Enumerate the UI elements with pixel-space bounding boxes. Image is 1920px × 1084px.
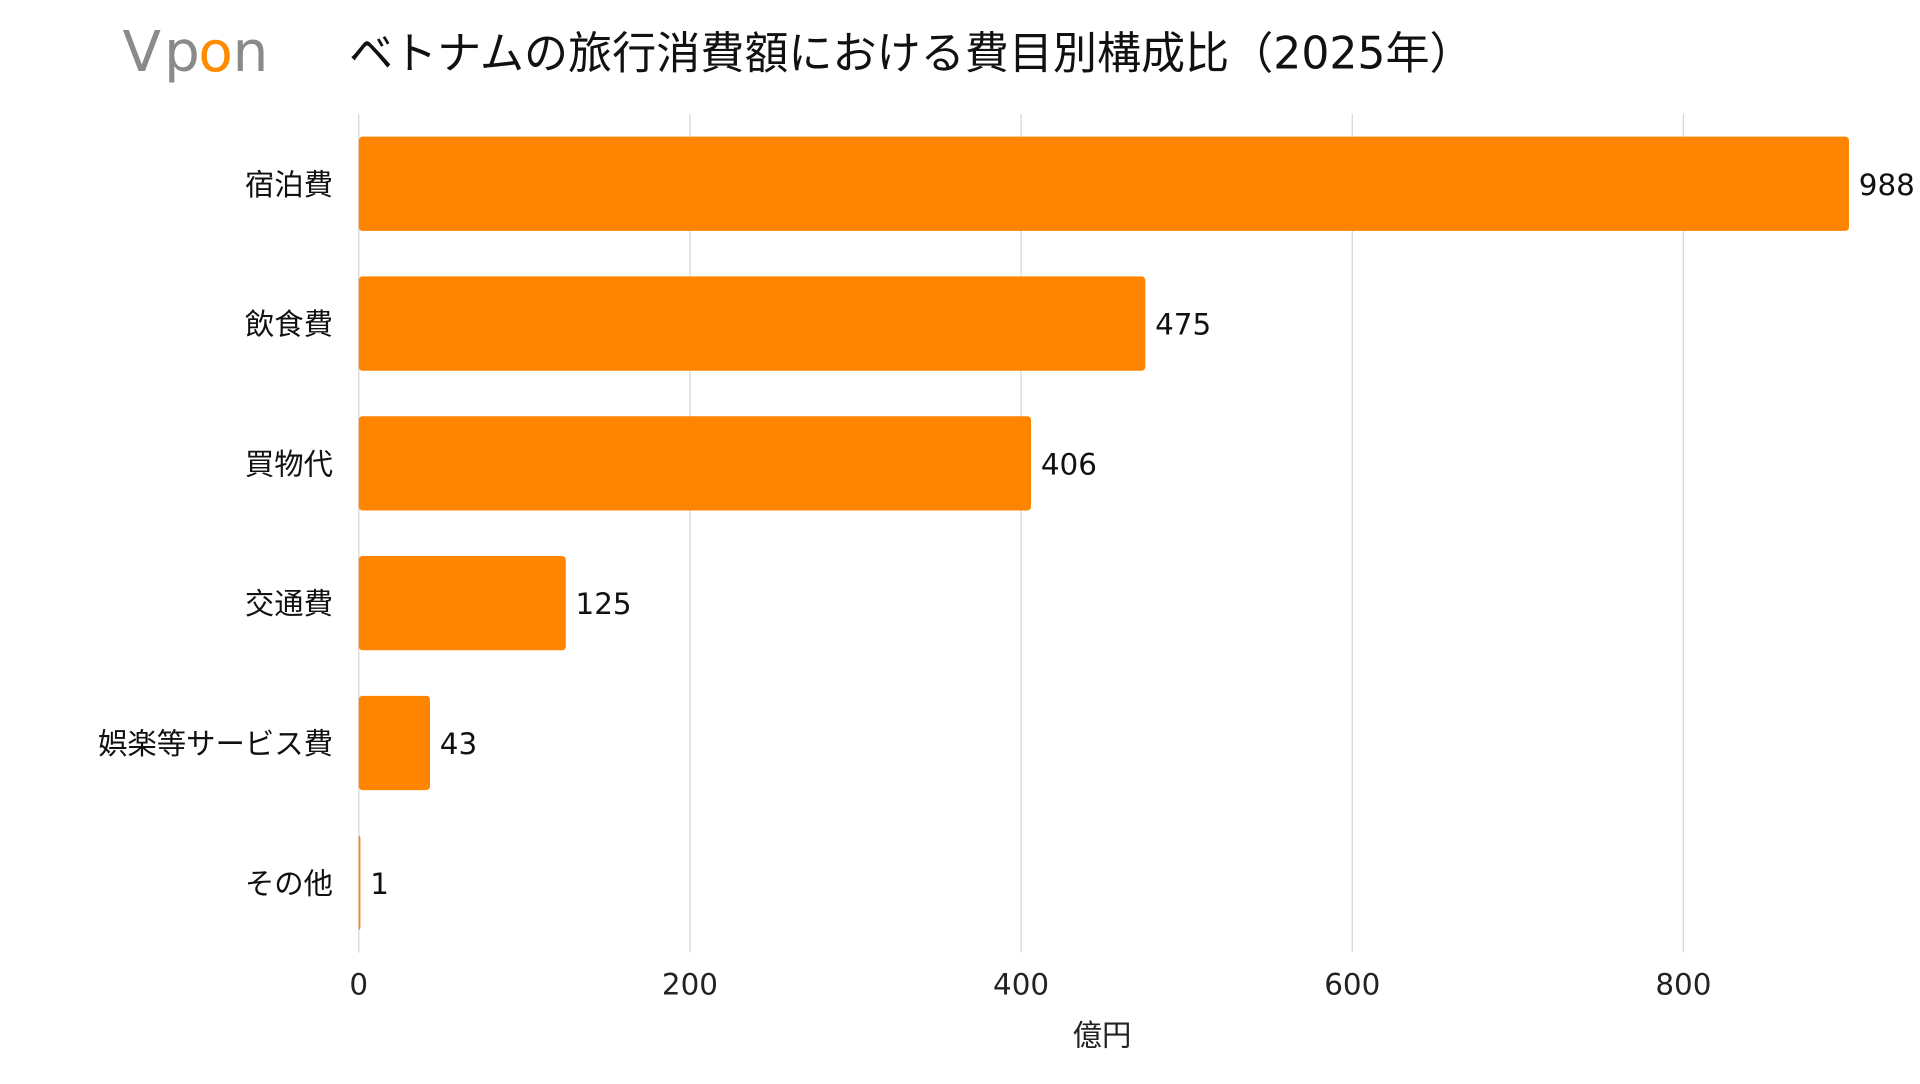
x-tick-label: 600: [1324, 967, 1380, 1001]
bar: [358, 416, 1032, 511]
data-label: 988: [1859, 168, 1915, 202]
vpon-logo: V p o n: [122, 20, 268, 85]
data-label: 406: [1041, 447, 1097, 481]
data-label: 475: [1155, 308, 1211, 342]
bar: [358, 276, 1146, 371]
bar: [358, 835, 361, 930]
gridlines: [358, 113, 1685, 953]
x-tick-label: 400: [993, 967, 1049, 1001]
data-label: 125: [576, 587, 632, 621]
bars: 宿泊費 988 飲食費 475 買物代 406 交通費 125 娯楽等サービス費 43 その他 1: [98, 136, 1915, 930]
logo-v: V: [122, 20, 161, 85]
category-label: 交通費: [245, 587, 333, 621]
logo-n: n: [233, 20, 269, 85]
logo-p: p: [164, 20, 200, 85]
data-label: 1: [370, 867, 389, 901]
category-label: 飲食費: [245, 308, 333, 342]
logo-o: o: [198, 20, 232, 85]
x-axis: 0 200 400 600 800: [349, 967, 1711, 1001]
bar: [358, 136, 1849, 231]
category-label: 買物代: [245, 447, 333, 481]
chart-title: ベトナムの旅行消費額における費目別構成比（2025年）: [349, 29, 1474, 80]
x-tick-label: 800: [1655, 967, 1711, 1001]
x-tick-label: 200: [662, 967, 718, 1001]
category-label: 娯楽等サービス費: [98, 727, 333, 761]
category-label: 宿泊費: [245, 168, 333, 202]
category-label: その他: [245, 867, 333, 901]
x-axis-label: 億円: [1073, 1019, 1132, 1053]
bar: [358, 695, 430, 791]
bar: [358, 556, 566, 651]
x-tick-label: 0: [349, 967, 368, 1001]
data-label: 43: [440, 727, 477, 761]
